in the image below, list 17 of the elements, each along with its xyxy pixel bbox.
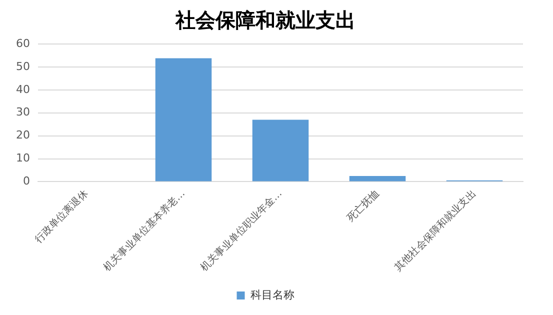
x-tick-label: 机关事业单位职业年金…: [198, 187, 284, 274]
y-tick-label: 0: [22, 174, 30, 188]
x-tick-label: 机关事业单位基本养老…: [101, 187, 188, 274]
y-tick-label: 20: [16, 128, 30, 142]
x-tick-label: 行政单位离退休: [32, 187, 90, 246]
chart-title: 社会保障和就业支出: [174, 8, 356, 32]
x-tick-label: 死亡抚恤: [344, 187, 382, 224]
bar: [155, 58, 212, 182]
x-tick-label: 其他社会保障和就业支出: [392, 187, 478, 274]
y-tick-label: 30: [16, 106, 30, 119]
y-tick-label: 50: [16, 60, 30, 73]
bar: [349, 176, 406, 182]
legend-label: 科目名称: [250, 288, 294, 302]
y-tick-label: 40: [16, 82, 30, 96]
bar: [252, 120, 309, 182]
y-tick-label: 10: [16, 152, 30, 165]
y-tick-label: 60: [16, 36, 30, 50]
